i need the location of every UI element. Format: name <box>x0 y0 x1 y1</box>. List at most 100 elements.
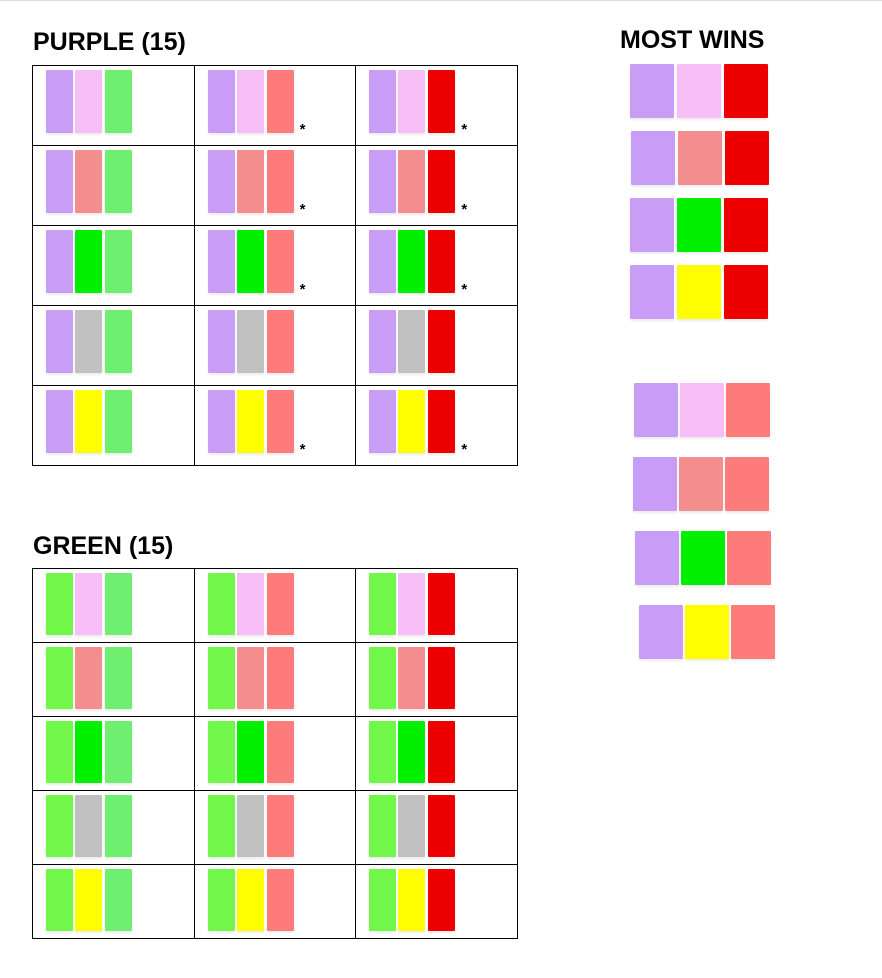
green-grid-cell <box>193 568 357 643</box>
purple-grid-row <box>32 305 518 386</box>
light-green-swatch <box>105 310 132 373</box>
salmon-swatch <box>398 647 426 709</box>
red-swatch <box>724 198 768 252</box>
green-grid-cell <box>32 642 195 717</box>
green-grid-cell <box>193 716 357 791</box>
asterisk-marker: * <box>299 201 306 218</box>
most-wins-combo <box>635 531 795 585</box>
lime-swatch <box>369 721 397 783</box>
purple-grid-cell <box>32 225 195 306</box>
asterisk-marker: * <box>461 441 468 458</box>
green-grid-cell <box>355 716 518 791</box>
purple-grid-row: * * <box>32 385 518 466</box>
most-wins-combo <box>630 198 790 252</box>
green-combinations-grid <box>32 568 518 939</box>
salmon-swatch <box>75 647 102 709</box>
bright-green-swatch <box>75 230 102 293</box>
most-wins-combo <box>633 457 793 511</box>
gray-swatch <box>236 795 264 857</box>
light-green-swatch <box>105 795 132 857</box>
red-swatch <box>428 230 456 293</box>
gray-swatch <box>398 795 426 857</box>
green-grid-cell <box>32 716 195 791</box>
coral-swatch <box>266 390 294 453</box>
lime-swatch <box>46 573 73 635</box>
salmon-swatch <box>236 150 264 213</box>
light-green-swatch <box>105 230 132 293</box>
red-swatch <box>428 390 456 453</box>
gray-swatch <box>398 310 426 373</box>
salmon-swatch <box>678 131 722 185</box>
purple-swatch <box>635 531 679 585</box>
bright-green-swatch <box>681 531 725 585</box>
purple-grid-cell <box>32 145 195 226</box>
green-grid-row <box>32 864 518 939</box>
light-green-swatch <box>105 390 132 453</box>
light-pink-swatch <box>236 70 264 133</box>
coral-swatch <box>266 70 294 133</box>
yellow-swatch <box>75 390 102 453</box>
yellow-swatch <box>677 265 721 319</box>
coral-swatch <box>266 230 294 293</box>
bright-green-swatch <box>236 230 264 293</box>
purple-grid-cell: * <box>193 385 357 466</box>
light-green-swatch <box>105 647 132 709</box>
green-grid-cell <box>193 642 357 717</box>
light-pink-swatch <box>677 64 721 118</box>
red-swatch <box>725 131 769 185</box>
top-divider <box>0 0 882 1</box>
purple-swatch <box>207 150 235 213</box>
lime-swatch <box>46 795 73 857</box>
asterisk-marker: * <box>299 441 306 458</box>
light-pink-swatch <box>236 573 264 635</box>
green-grid-cell <box>355 642 518 717</box>
salmon-swatch <box>398 150 426 213</box>
asterisk-marker: * <box>461 121 468 138</box>
lime-swatch <box>369 647 397 709</box>
purple-section-title: PURPLE (15) <box>33 28 186 56</box>
purple-grid-cell: * <box>193 65 357 146</box>
green-grid-cell <box>355 790 518 865</box>
coral-swatch <box>726 383 770 437</box>
most-wins-combo <box>631 131 791 185</box>
bright-green-swatch <box>236 721 264 783</box>
red-swatch <box>428 310 456 373</box>
purple-grid-cell: * <box>355 65 518 146</box>
light-green-swatch <box>105 573 132 635</box>
purple-grid-cell <box>32 385 195 466</box>
purple-grid-cell: * <box>193 145 357 226</box>
purple-swatch <box>207 230 235 293</box>
most-wins-combo <box>639 605 799 659</box>
lime-swatch <box>207 795 235 857</box>
lime-swatch <box>46 869 73 931</box>
coral-swatch <box>266 310 294 373</box>
gray-swatch <box>236 310 264 373</box>
purple-swatch <box>639 605 683 659</box>
purple-swatch <box>207 70 235 133</box>
most-wins-title: MOST WINS <box>620 26 765 54</box>
light-pink-swatch <box>398 70 426 133</box>
purple-swatch <box>630 198 674 252</box>
purple-swatch <box>46 310 73 373</box>
salmon-swatch <box>679 457 723 511</box>
lime-swatch <box>369 869 397 931</box>
coral-swatch <box>266 150 294 213</box>
red-swatch <box>724 64 768 118</box>
most-wins-combo <box>634 383 794 437</box>
coral-swatch <box>725 457 769 511</box>
green-grid-cell <box>193 864 357 939</box>
light-green-swatch <box>105 721 132 783</box>
lime-swatch <box>207 573 235 635</box>
coral-swatch <box>266 869 294 931</box>
purple-swatch <box>369 310 397 373</box>
gray-swatch <box>75 795 102 857</box>
yellow-swatch <box>236 869 264 931</box>
purple-swatch <box>633 457 677 511</box>
light-green-swatch <box>105 150 132 213</box>
purple-combinations-grid: * * * * * * * * <box>32 65 518 466</box>
coral-swatch <box>266 721 294 783</box>
green-grid-cell <box>32 790 195 865</box>
lime-swatch <box>207 721 235 783</box>
purple-swatch <box>46 390 73 453</box>
purple-swatch <box>369 390 397 453</box>
